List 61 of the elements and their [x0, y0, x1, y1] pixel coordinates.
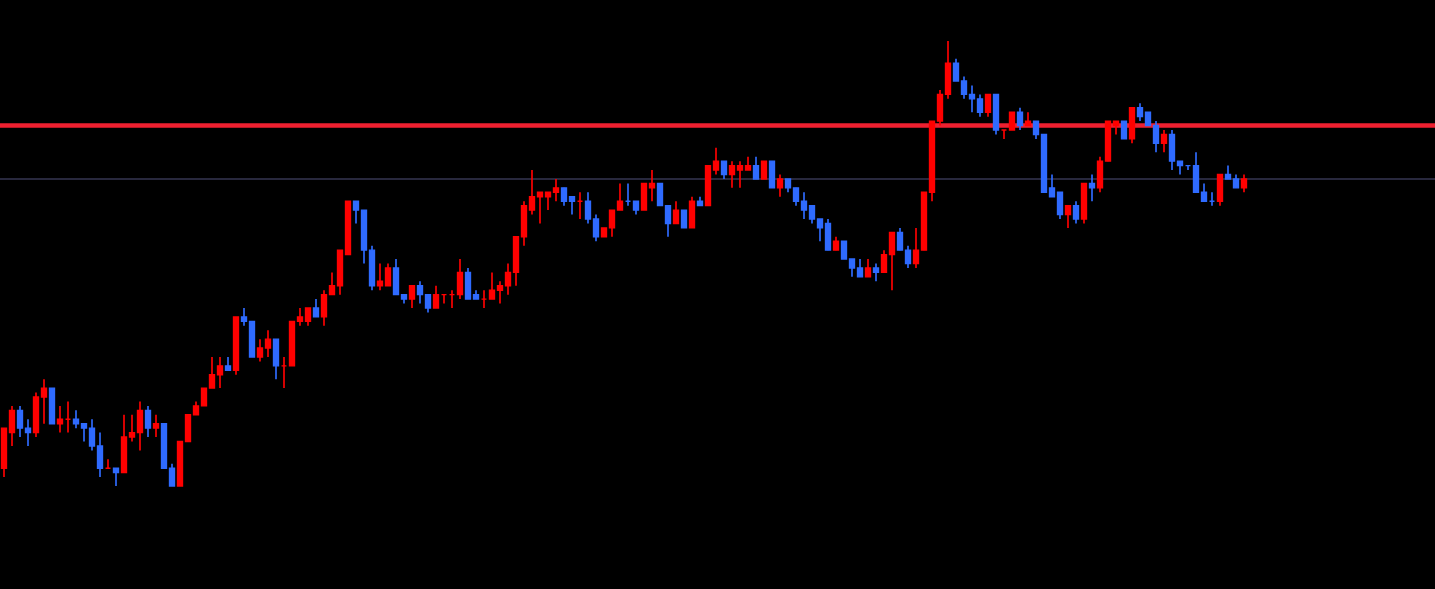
candlestick: [752, 155, 760, 180]
candlestick: [592, 213, 600, 243]
candlestick: [1048, 173, 1056, 198]
candlestick: [552, 178, 560, 203]
candlestick: [136, 400, 144, 452]
candlestick: [96, 431, 104, 478]
candlestick: [728, 160, 736, 189]
candlestick: [656, 182, 664, 207]
candlestick: [960, 75, 968, 100]
candlestick: [1088, 173, 1096, 203]
candlestick: [712, 146, 720, 176]
candlestick: [352, 200, 360, 225]
candlestick: [40, 378, 48, 425]
candlestick: [320, 289, 328, 327]
candlestick: [672, 200, 680, 225]
candlestick: [616, 182, 624, 211]
candlestick: [664, 204, 672, 238]
candlestick: [256, 338, 264, 363]
candlestick: [1016, 106, 1024, 131]
candlestick: [432, 284, 440, 309]
candlestick: [208, 356, 216, 389]
candlestick: [88, 418, 96, 452]
candlestick: [896, 227, 904, 251]
candlestick: [416, 280, 424, 305]
candlestick: [8, 405, 16, 447]
candlestick: [152, 413, 160, 438]
candlestick: [1064, 204, 1072, 229]
candlestick: [608, 209, 616, 238]
candlestick: [1152, 120, 1160, 154]
candlestick: [888, 231, 896, 292]
candlestick: [880, 249, 888, 274]
candlestick: [816, 218, 824, 243]
candlestick: [408, 284, 416, 309]
candlestick: [968, 84, 976, 114]
candlestick: [216, 356, 224, 389]
candlestick: [24, 418, 32, 447]
candlestick: [800, 191, 808, 220]
candlestick: [144, 405, 152, 438]
candlestick: [504, 262, 512, 296]
candlestick: [488, 271, 496, 300]
candlestick: [128, 413, 136, 443]
candlestick: [984, 93, 992, 118]
candlestick: [648, 169, 656, 203]
candlestick: [528, 169, 536, 216]
candlestick: [776, 173, 784, 198]
candlestick: [16, 405, 24, 438]
candlestick: [168, 462, 176, 487]
candlestick: [456, 258, 464, 300]
candlestick: [912, 227, 920, 269]
candlestick: [976, 93, 984, 118]
candlestick: [496, 280, 504, 305]
candlestick: [328, 271, 336, 296]
candlestick: [584, 191, 592, 225]
candlestick: [736, 160, 744, 189]
candlestick: [904, 244, 912, 269]
candlestick: [384, 262, 392, 287]
candlestick: [264, 329, 272, 358]
candlestick: [1056, 191, 1064, 220]
candlestick: [1160, 129, 1168, 154]
candlestick: [1072, 200, 1080, 225]
candlestick: [952, 57, 960, 82]
